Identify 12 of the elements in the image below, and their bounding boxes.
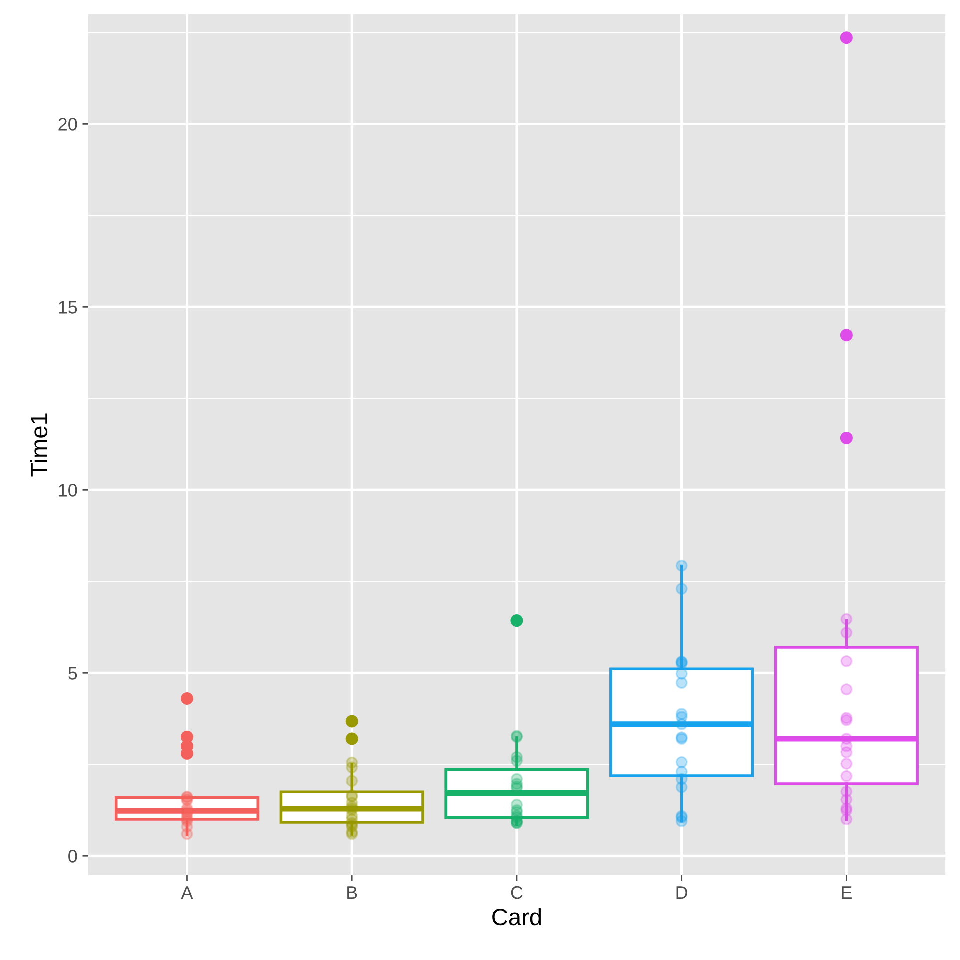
y-tick-label: 10 (59, 484, 78, 497)
x-tick-label: E (842, 886, 852, 900)
y-tick-label: 20 (58, 118, 78, 131)
x-tick-label: C (511, 886, 523, 900)
x-axis-title: Card (492, 908, 542, 926)
y-tick-label: 15 (59, 301, 78, 314)
x-tick-label: D (676, 886, 688, 900)
x-tick-label: B (348, 886, 358, 900)
y-tick-label: 0 (68, 850, 78, 863)
x-tick-label: A (181, 886, 194, 900)
y-tick-label: 5 (68, 667, 78, 680)
y-axis-title: Time1 (30, 414, 48, 477)
